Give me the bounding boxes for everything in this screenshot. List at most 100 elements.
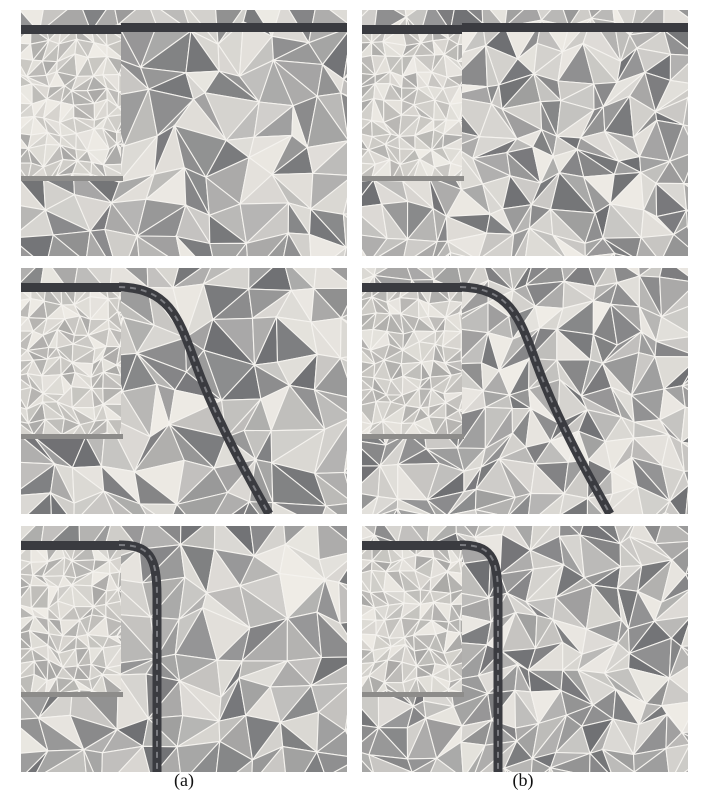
inner-mesh-triangle [117, 67, 121, 76]
top-bar [362, 541, 462, 550]
curved-band-texture [459, 544, 499, 772]
outer-mesh-triangle [451, 509, 478, 514]
outer-mesh-triangle [272, 501, 297, 514]
outer-mesh-triangle [682, 124, 688, 136]
inner-mesh-triangle [118, 565, 121, 573]
panel-b1 [362, 10, 688, 256]
outer-mesh-triangle [235, 241, 248, 256]
inner-mesh-triangle [117, 571, 121, 591]
outer-mesh-triangle [283, 231, 302, 256]
outer-mesh-triangle [681, 375, 688, 387]
outer-mesh-triangle [681, 732, 688, 743]
outer-mesh-triangle [674, 746, 688, 772]
outer-mesh-triangle [21, 245, 34, 256]
outer-mesh-triangle [601, 748, 636, 772]
inner-mesh-triangle [456, 60, 462, 69]
outer-mesh-triangle [340, 91, 347, 136]
outer-mesh-triangle [362, 249, 367, 256]
inner-mesh-triangle [460, 330, 462, 351]
top-bar [21, 541, 121, 550]
inner-mesh-triangle [458, 120, 462, 129]
inner-mesh-triangle [460, 348, 462, 362]
inner-mesh-triangle [115, 345, 121, 367]
inner-mesh-triangle [382, 419, 401, 438]
outer-mesh-triangle [381, 507, 399, 514]
outer-mesh-triangle [368, 753, 413, 772]
outer-mesh-triangle [664, 500, 680, 514]
inner-mesh-triangle [456, 57, 462, 63]
panel-a1 [21, 10, 347, 256]
outer-mesh-triangle [362, 760, 373, 772]
outer-mesh-triangle [337, 568, 347, 586]
outer-mesh-triangle [683, 470, 688, 485]
outer-mesh-triangle [685, 572, 688, 581]
outer-mesh-triangle [589, 752, 609, 772]
inner-fine-mesh-block [21, 548, 121, 696]
lower-ledge [362, 434, 464, 439]
inner-mesh-triangle [118, 73, 121, 93]
inner-fine-mesh-block [362, 548, 462, 696]
outer-mesh-triangle [426, 499, 447, 514]
outer-mesh-triangle [662, 233, 688, 256]
inner-mesh-triangle [416, 677, 431, 696]
inner-mesh-triangle [459, 602, 462, 620]
top-bar [21, 25, 121, 34]
inner-mesh-triangle [115, 630, 121, 637]
outer-mesh-triangle [586, 496, 604, 514]
outer-mesh-triangle [396, 508, 424, 514]
outer-mesh-triangle [343, 471, 347, 484]
outer-mesh-triangle [342, 197, 347, 215]
outer-mesh-triangle [339, 357, 347, 379]
inner-mesh-triangle [117, 90, 121, 108]
top-bar [362, 283, 462, 292]
outer-mesh-triangle [680, 406, 688, 444]
outer-mesh-triangle [236, 758, 254, 772]
outer-mesh-triangle [339, 314, 347, 322]
outer-mesh-triangle [214, 491, 251, 514]
inner-mesh-triangle [119, 338, 121, 348]
panel-a3 [21, 526, 347, 772]
mesh-render-a2 [21, 268, 347, 514]
curved-band-texture [118, 286, 270, 514]
outer-mesh-triangle [552, 234, 585, 256]
inner-mesh-triangle [116, 131, 121, 145]
outer-mesh-triangle [681, 384, 688, 409]
outer-mesh-triangle [83, 749, 94, 772]
inner-mesh-triangle [459, 85, 462, 101]
outer-mesh-triangle [324, 503, 347, 514]
outer-mesh-triangle [679, 436, 688, 444]
inner-fine-mesh-block [21, 32, 121, 180]
outer-mesh-triangle [138, 503, 178, 514]
outer-mesh-triangle [589, 252, 616, 256]
outer-mesh-triangle [344, 714, 347, 733]
outer-mesh-triangle [272, 502, 327, 514]
outer-mesh-triangle [243, 500, 260, 514]
panel-b2 [362, 268, 688, 514]
outer-mesh-triangle [680, 624, 688, 647]
inner-mesh-triangle [460, 360, 462, 366]
inner-mesh-triangle [120, 375, 121, 379]
inner-mesh-triangle [117, 106, 121, 112]
outer-mesh-triangle [636, 236, 657, 256]
inner-fine-mesh-block [21, 290, 121, 438]
outer-mesh-triangle [334, 246, 347, 256]
outer-mesh-triangle [343, 54, 347, 80]
outer-mesh-triangle [49, 491, 68, 514]
inner-mesh-triangle [458, 304, 462, 315]
outer-mesh-triangle [685, 486, 688, 514]
outer-mesh-triangle [682, 96, 688, 127]
top-bar-extension [121, 23, 347, 32]
outer-mesh-triangle [610, 252, 616, 256]
outer-mesh-triangle [613, 252, 627, 256]
inner-mesh-triangle [412, 157, 430, 180]
lower-ledge [21, 692, 123, 697]
outer-mesh-triangle [685, 209, 688, 227]
outer-mesh-triangle [342, 213, 347, 249]
outer-mesh-triangle [530, 757, 552, 772]
outer-mesh-triangle [446, 240, 473, 256]
outer-mesh-triangle [683, 769, 688, 772]
outer-mesh-triangle [338, 581, 347, 624]
outer-mesh-triangle [260, 745, 286, 772]
inner-mesh-triangle [457, 32, 462, 45]
